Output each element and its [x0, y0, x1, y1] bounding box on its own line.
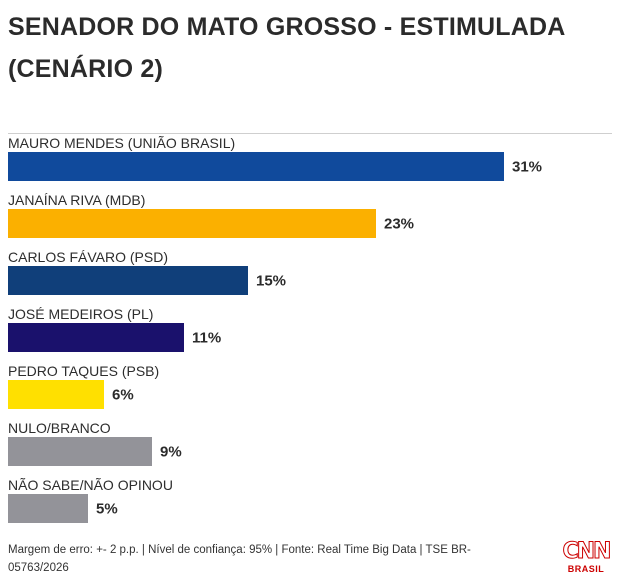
bar-group: CARLOS FÁVARO (PSD) 15%	[8, 249, 286, 295]
category-label: JANAÍNA RIVA (MDB)	[8, 192, 145, 208]
value-label: 9%	[160, 444, 182, 461]
bar	[8, 209, 376, 238]
category-label: JOSÉ MEDEIROS (PL)	[8, 306, 153, 322]
title-divider	[8, 133, 612, 134]
value-label: 15%	[256, 273, 286, 290]
category-label: NÃO SABE/NÃO OPINOU	[8, 477, 173, 493]
bar	[8, 266, 248, 295]
value-label: 23%	[384, 216, 414, 233]
bar-group: JOSÉ MEDEIROS (PL) 11%	[8, 306, 221, 352]
footer-note: Margem de erro: +- 2 p.p. | Nível de con…	[8, 544, 471, 574]
logo-sub: BRASIL	[567, 564, 605, 574]
category-label: CARLOS FÁVARO (PSD)	[8, 249, 168, 265]
bar	[8, 437, 152, 466]
chart-title: SENADOR DO MATO GROSSO - ESTIMULADA (CEN…	[8, 6, 608, 90]
chart-subtitle: (CENÁRIO 2)	[8, 55, 163, 83]
category-label: MAURO MENDES (UNIÃO BRASIL)	[8, 135, 235, 151]
bar	[8, 380, 104, 409]
bar-group: JANAÍNA RIVA (MDB) 23%	[8, 192, 414, 238]
value-label: 5%	[96, 501, 118, 518]
bar-group: PEDRO TAQUES (PSB) 6%	[8, 363, 159, 409]
value-label: 6%	[112, 387, 134, 404]
bar	[8, 494, 88, 523]
value-label: 31%	[512, 159, 542, 176]
bar-group: MAURO MENDES (UNIÃO BRASIL) 31%	[8, 135, 542, 181]
value-label: 11%	[192, 330, 221, 347]
cnn-brasil-logo: CNN BRASIL	[560, 539, 612, 576]
chart-title-main: SENADOR DO MATO GROSSO - ESTIMULADA	[8, 13, 566, 41]
bar	[8, 152, 504, 181]
logo-mark: CNN	[562, 539, 612, 564]
category-label: PEDRO TAQUES (PSB)	[8, 363, 159, 379]
bar	[8, 323, 184, 352]
category-label: NULO/BRANCO	[8, 420, 111, 436]
bar-group: NÃO SABE/NÃO OPINOU 5%	[8, 477, 173, 523]
bar-group: NULO/BRANCO 9%	[8, 420, 182, 466]
